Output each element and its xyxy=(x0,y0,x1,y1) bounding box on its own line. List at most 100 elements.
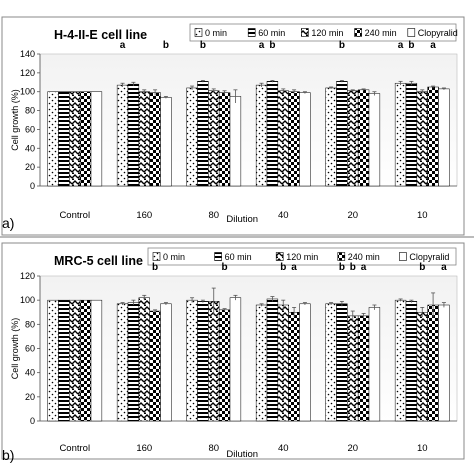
bar xyxy=(90,91,103,187)
legend-label: 0 min xyxy=(205,28,227,38)
x-tick-label: 80 xyxy=(208,210,219,221)
bar xyxy=(347,315,359,422)
bar xyxy=(47,299,59,422)
bar xyxy=(266,81,279,187)
bar xyxy=(218,92,231,187)
panel-label: a) xyxy=(2,215,14,231)
x-tick-label: 10 xyxy=(417,210,428,221)
bar xyxy=(208,90,220,187)
bar xyxy=(336,81,348,187)
y-tick-label: 60 xyxy=(25,124,35,134)
y-tick-label: 100 xyxy=(20,295,35,305)
significance-label: b xyxy=(350,262,356,273)
significance-label: a xyxy=(259,40,265,51)
x-tick-label: 20 xyxy=(347,210,358,221)
bar xyxy=(149,92,161,187)
bar xyxy=(277,90,289,187)
x-tick-label: 40 xyxy=(278,443,289,454)
legend-label: 60 min xyxy=(225,252,252,262)
chart-frame xyxy=(1,16,465,236)
bar xyxy=(405,301,418,422)
bar xyxy=(288,312,300,422)
y-tick-label: 40 xyxy=(25,143,35,153)
legend-swatch xyxy=(337,252,346,261)
legend-label: 240 min xyxy=(348,252,380,262)
bar xyxy=(218,309,231,422)
y-tick-label: 120 xyxy=(20,271,35,281)
y-tick-label: 0 xyxy=(30,416,35,426)
bar xyxy=(325,87,337,187)
bar xyxy=(208,301,220,422)
chart-frame xyxy=(1,242,465,460)
bar xyxy=(266,298,279,422)
x-axis-title: Dilution xyxy=(226,214,258,225)
bar xyxy=(357,89,370,187)
y-axis: 0 20 40 60 80 100 120 140 xyxy=(20,49,41,191)
legend-swatch xyxy=(407,28,416,37)
bar xyxy=(288,91,300,187)
x-tick-label: 40 xyxy=(278,210,289,221)
bar xyxy=(79,91,92,187)
x-tick-label: 80 xyxy=(208,443,219,454)
bar xyxy=(58,91,70,187)
chart-title: MRC-5 cell line xyxy=(54,254,143,268)
y-tick-label: 20 xyxy=(25,162,35,172)
legend-label: 120 min xyxy=(311,28,343,38)
legend-label: 120 min xyxy=(286,252,318,262)
legend-box xyxy=(189,23,457,42)
legend-box xyxy=(147,247,457,266)
significance-label: a xyxy=(430,40,436,51)
bar xyxy=(368,307,381,422)
bar xyxy=(368,93,381,187)
legend-label: Clopyralid xyxy=(418,28,458,38)
plot-area xyxy=(39,275,458,422)
y-tick-label: 0 xyxy=(30,181,35,191)
bar xyxy=(277,304,289,422)
y-tick-label: 120 xyxy=(20,68,35,78)
significance-label: b xyxy=(408,40,414,51)
bar xyxy=(416,91,428,187)
legend: 0 min 60 min 120 min 240 min Clopyralid xyxy=(189,23,458,42)
significance-label: a xyxy=(120,40,126,51)
significance-label: b xyxy=(339,40,345,51)
x-tick-label: Control xyxy=(59,210,90,221)
bar xyxy=(116,303,129,422)
legend-swatch xyxy=(194,28,203,37)
significance-label: b xyxy=(222,262,228,273)
chart-panel-a: H-4-II-E cell line 0 min 60 min 120 min 240 … xyxy=(1,16,465,236)
legend-swatch xyxy=(275,252,284,261)
bar xyxy=(325,303,337,422)
y-axis: 0 20 40 60 80 100 120 xyxy=(20,271,41,426)
bar xyxy=(229,297,242,422)
bar xyxy=(416,312,428,422)
x-tick-label: 160 xyxy=(136,443,152,454)
chart-panel-b: MRC-5 cell line 0 min 60 min 120 min 240 min… xyxy=(1,242,465,463)
legend-label: 240 min xyxy=(365,28,397,38)
bar xyxy=(336,303,348,422)
significance-label: b xyxy=(280,262,286,273)
significance-label: a xyxy=(398,40,404,51)
legend-label: 60 min xyxy=(258,28,285,38)
y-tick-label: 80 xyxy=(25,319,35,329)
significance-label: b xyxy=(200,40,206,51)
bar xyxy=(47,91,59,187)
x-tick-label: 20 xyxy=(347,443,358,454)
bar xyxy=(255,304,268,422)
bar xyxy=(138,91,150,187)
legend-swatch xyxy=(152,252,161,261)
y-tick-label: 100 xyxy=(20,87,35,97)
bar xyxy=(299,92,311,187)
y-tick-label: 60 xyxy=(25,344,35,354)
significance-label: a xyxy=(361,262,367,273)
bar xyxy=(394,299,407,422)
significance-label: a xyxy=(441,262,447,273)
legend-swatch xyxy=(247,28,256,37)
bar xyxy=(347,90,359,187)
y-tick-label: 140 xyxy=(20,49,35,59)
y-axis-title: Cell growth (%) xyxy=(10,89,20,151)
x-tick-label: 160 xyxy=(136,210,152,221)
bar xyxy=(186,87,198,187)
bar xyxy=(229,96,242,187)
panel-label: b) xyxy=(2,447,14,463)
bar xyxy=(427,86,439,187)
